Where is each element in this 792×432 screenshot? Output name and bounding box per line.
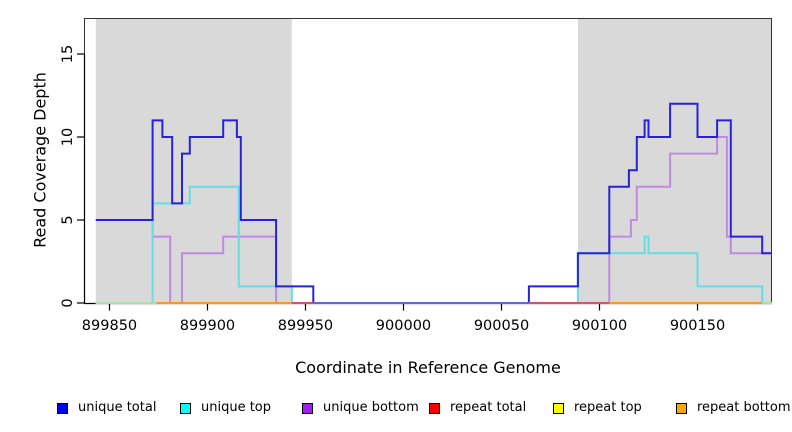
- legend-entry-unique-bottom: unique bottom: [302, 401, 419, 415]
- series-unique-total: [95, 102, 772, 304]
- legend-swatch-repeat-top: [553, 402, 564, 414]
- y-tick-label: 5: [60, 215, 76, 225]
- legend-entry-repeat-bottom: repeat bottom: [676, 401, 791, 415]
- legend-label: repeat top: [574, 400, 642, 415]
- x-tick-label: 900100: [571, 318, 628, 334]
- legend-entry-repeat-top: repeat top: [553, 401, 642, 415]
- legend-swatch-unique-total: [57, 402, 68, 414]
- x-axis-title: Coordinate in Reference Genome: [295, 358, 561, 377]
- legend-swatch-repeat-bottom: [676, 402, 687, 414]
- shaded-region: [577, 18, 772, 304]
- y-axis-title: Read Coverage Depth: [30, 72, 50, 248]
- x-tick-label: 899900: [179, 318, 236, 334]
- shaded-region: [95, 18, 292, 304]
- legend-swatch-unique-bottom: [302, 402, 313, 414]
- x-tick-label: 900050: [473, 318, 530, 334]
- legend-entry-unique-top: unique top: [180, 401, 271, 415]
- x-tick-label: 899850: [81, 318, 138, 334]
- legend-label: unique bottom: [323, 400, 419, 415]
- x-tick-label: 900000: [375, 318, 432, 334]
- legend-entry-unique-total: unique total: [57, 401, 156, 415]
- y-tick-label: 10: [60, 127, 76, 147]
- legend-swatch-repeat-total: [429, 402, 440, 414]
- legend-label: unique total: [78, 400, 157, 415]
- legend-entry-repeat-total: repeat total: [429, 401, 526, 415]
- legend-label: repeat total: [450, 400, 527, 415]
- x-tick-label: 899950: [277, 318, 334, 334]
- legend-label: unique top: [201, 400, 272, 415]
- legend-label: repeat bottom: [697, 400, 791, 415]
- y-tick-label: 15: [60, 44, 76, 64]
- y-tick-label: 0: [60, 298, 76, 308]
- legend-swatch-unique-top: [180, 402, 191, 414]
- x-tick-label: 900150: [669, 318, 726, 334]
